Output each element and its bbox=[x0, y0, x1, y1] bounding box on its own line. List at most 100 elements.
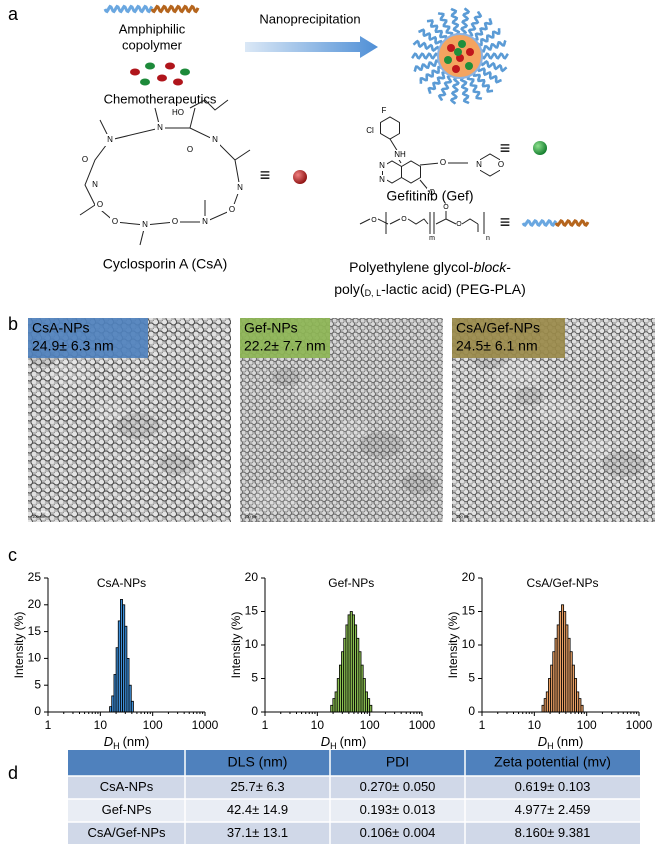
micelle-chain-line bbox=[427, 70, 446, 94]
name-part: block bbox=[474, 259, 508, 275]
peg-pla-structure bbox=[359, 211, 485, 234]
drug-dot bbox=[157, 74, 167, 82]
table-row bbox=[68, 822, 640, 845]
micelle-chain bbox=[474, 18, 493, 42]
image-size: 24.5± 6.1 nm bbox=[456, 338, 538, 354]
atom-label: O bbox=[82, 155, 88, 164]
micelle-drug bbox=[458, 40, 466, 48]
column-header: DLS (nm) bbox=[228, 754, 288, 770]
gef-bond bbox=[419, 162, 441, 166]
micelle-chain-line bbox=[477, 67, 502, 84]
atom-bg bbox=[200, 216, 210, 228]
micelle-chain-line bbox=[419, 65, 443, 84]
table-cell: 4.977± 2.459 bbox=[515, 802, 591, 817]
tem-shade bbox=[359, 432, 403, 458]
gef-ring bbox=[480, 153, 500, 177]
label-part: (nm) bbox=[557, 734, 584, 749]
atom-label: HO bbox=[172, 108, 184, 117]
y-tick-label: 20 bbox=[28, 597, 42, 611]
tem-shade bbox=[159, 453, 195, 475]
x-tick-label: 100 bbox=[360, 718, 380, 732]
atom-label: N bbox=[379, 175, 385, 184]
x-tick-label: 1000 bbox=[192, 718, 219, 732]
micelle-chain-line bbox=[437, 11, 454, 37]
atom-bg bbox=[140, 219, 150, 231]
panel-label: d bbox=[8, 763, 18, 783]
y-tick-label: 10 bbox=[245, 637, 259, 651]
atom-label: N bbox=[212, 135, 218, 144]
atom-label: m bbox=[429, 235, 435, 242]
equivalence-sign: ≡ bbox=[500, 138, 511, 158]
tem-shade bbox=[515, 387, 543, 405]
atom-bg bbox=[379, 106, 389, 116]
bar bbox=[580, 704, 584, 713]
micelle-chain bbox=[449, 76, 460, 105]
chart-title: Gef-NPs bbox=[328, 576, 374, 590]
gef-name: Gefitinib (Gef) bbox=[386, 188, 473, 204]
tem-shade bbox=[537, 399, 577, 423]
micelle-chain-line bbox=[449, 76, 460, 105]
table-header bbox=[68, 750, 640, 776]
panel-label: b bbox=[8, 314, 18, 334]
micelle-chain bbox=[412, 39, 441, 53]
y-tick-label: 10 bbox=[28, 651, 42, 665]
atom-bg bbox=[427, 188, 437, 198]
x-axis-label: DH (nm) bbox=[538, 734, 584, 751]
micelle-chain-line bbox=[477, 28, 501, 47]
micelle-chain-line bbox=[480, 39, 507, 53]
micelle-chain bbox=[450, 7, 461, 36]
x-tick-label: 10 bbox=[311, 718, 325, 732]
micelle-chain bbox=[460, 7, 471, 36]
x-tick-label: 100 bbox=[143, 718, 163, 732]
atom-label: N bbox=[92, 180, 98, 189]
name-part: Polyethylene glycol- bbox=[349, 259, 474, 275]
atom-label: O bbox=[401, 216, 407, 223]
micelle-chain-line bbox=[480, 52, 509, 60]
atom-bg bbox=[235, 182, 245, 194]
pla-symbol bbox=[554, 219, 590, 227]
gef-symbol bbox=[533, 141, 547, 155]
equivalence-sign: ≡ bbox=[260, 165, 271, 185]
column-header: PDI bbox=[386, 754, 409, 770]
atom-label: N bbox=[237, 183, 243, 192]
copolymer-peg bbox=[103, 4, 154, 14]
csa-bond bbox=[234, 149, 251, 161]
table-cell: 25.7± 6.3 bbox=[230, 779, 284, 794]
name-part: D, L bbox=[365, 288, 382, 298]
drug-dot bbox=[140, 78, 150, 86]
label-part: H bbox=[330, 741, 337, 751]
y-axis-label: Intensity (%) bbox=[229, 612, 243, 679]
drug-label: Chemotherapeutics bbox=[104, 91, 217, 106]
micelle-chain-line bbox=[460, 7, 471, 36]
micelle-chain bbox=[413, 59, 440, 73]
atom-label: N bbox=[142, 220, 148, 229]
tem-shade bbox=[251, 484, 299, 512]
atom-label: O bbox=[229, 205, 235, 214]
tem-shade bbox=[272, 368, 300, 386]
chart-title: CsA/Gef-NPs bbox=[527, 576, 599, 590]
atom-bg bbox=[227, 204, 237, 216]
tem-shade bbox=[51, 361, 91, 385]
atom-label: n bbox=[486, 235, 490, 242]
micelle-chain bbox=[437, 74, 453, 102]
tem-shade bbox=[181, 465, 229, 493]
micelle-chain bbox=[480, 39, 507, 53]
micelle-chain bbox=[459, 76, 470, 105]
x-axis-label: DH (nm) bbox=[104, 734, 150, 751]
atom-label: N bbox=[476, 160, 482, 169]
process-arrow bbox=[245, 36, 378, 58]
micelle-chain-line bbox=[459, 76, 470, 105]
micelle-chain-line bbox=[466, 75, 483, 101]
atom-label: O bbox=[498, 160, 504, 169]
micelle-chain-line bbox=[467, 10, 483, 38]
row-header: CsA/Gef-NPs bbox=[87, 825, 166, 840]
atom-label: O bbox=[456, 221, 462, 228]
y-tick-label: 5 bbox=[468, 671, 475, 685]
y-tick-label: 0 bbox=[468, 704, 475, 718]
tem-shade bbox=[94, 401, 126, 421]
y-tick-label: 0 bbox=[251, 704, 258, 718]
micelle-chain bbox=[418, 28, 443, 45]
drug-dot bbox=[180, 68, 190, 76]
micelle-chain bbox=[467, 10, 483, 38]
x-tick-label: 10 bbox=[528, 718, 542, 732]
